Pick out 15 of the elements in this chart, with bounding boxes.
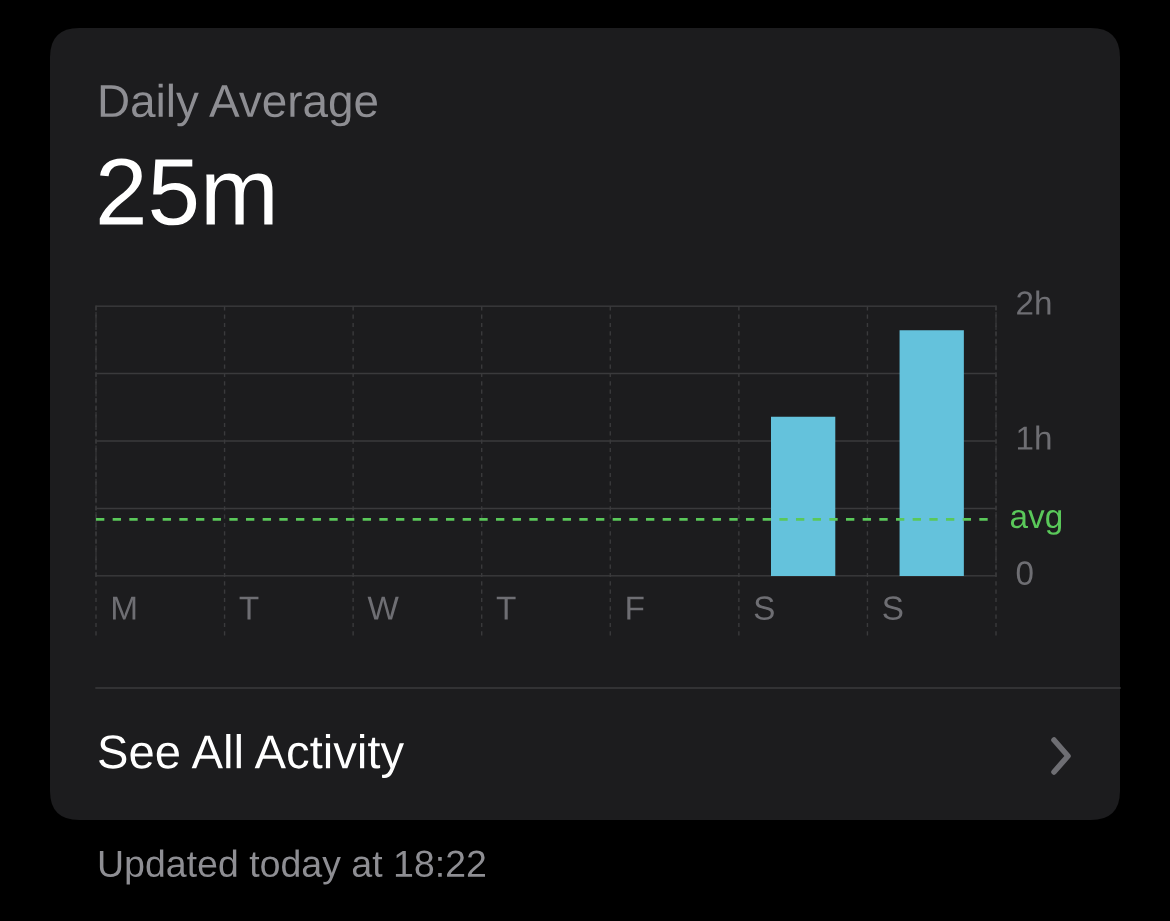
- chart-title: Daily Average: [100, 83, 377, 127]
- y-tick-label: 1h: [1017, 425, 1051, 450]
- x-tick-label: M: [113, 596, 136, 620]
- x-tick-label: S: [754, 596, 774, 620]
- chart-subtitle: 25m: [99, 158, 273, 226]
- x-tick-label: T: [239, 596, 259, 620]
- x-tick-label: S: [883, 596, 903, 620]
- x-tick-label: F: [627, 596, 644, 620]
- y-tick-label: 0: [1016, 561, 1033, 585]
- y-tick-label: 2h: [1017, 290, 1051, 315]
- x-tick-label: W: [367, 596, 399, 620]
- x-tick-label: T: [496, 596, 516, 620]
- text: See All Activity: [99, 733, 405, 779]
- text: Updated today at 18:22: [99, 849, 485, 885]
- ref-line-label: avg: [1010, 509, 1062, 535]
